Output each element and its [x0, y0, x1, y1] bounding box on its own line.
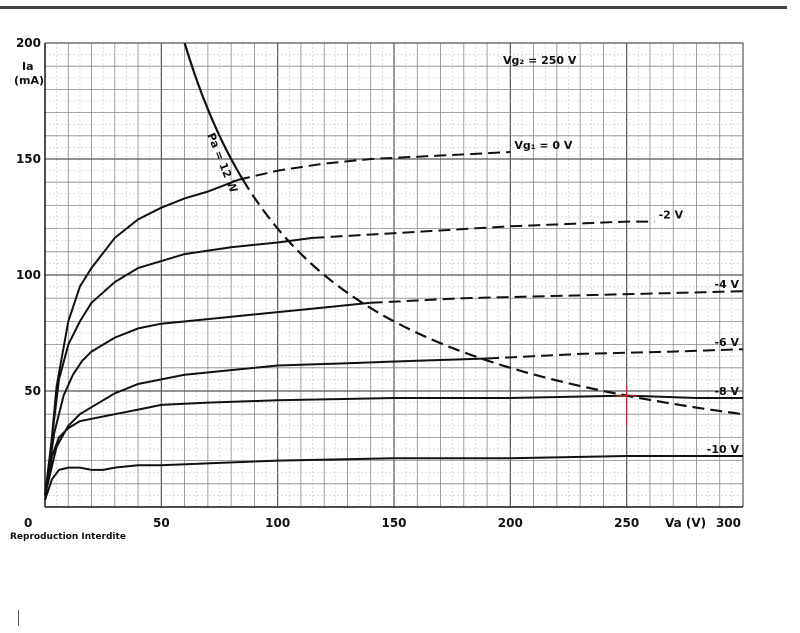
y-tick-label: 50	[24, 384, 41, 398]
credit-text: Reproduction Interdite	[10, 532, 126, 542]
curve-label: Vg₁ = 0 V	[514, 139, 573, 152]
curve-dashed	[237, 151, 511, 181]
y-tick-label: 100	[16, 268, 41, 282]
curve-solid	[44, 394, 743, 496]
curve-solid	[44, 301, 371, 496]
y-axis-label-line-2: (mA)	[14, 74, 44, 87]
curve-dashed	[370, 290, 744, 304]
curve-label: -2 V	[659, 209, 684, 222]
x-tick-label: 100	[265, 516, 290, 530]
curve-solid	[44, 178, 239, 496]
screen-voltage-label: Vg₂ = 250 V	[503, 54, 577, 67]
curve-label: -6 V	[714, 336, 739, 349]
curve-label: -4 V	[714, 278, 739, 291]
curve-label: -10 V	[707, 443, 740, 456]
curve-solid	[44, 455, 743, 501]
top-rule	[0, 6, 787, 9]
x-tick-label: 200	[498, 516, 523, 530]
power-curve-dashed	[241, 178, 744, 416]
curve-dashed	[487, 348, 744, 360]
axis-frame	[44, 43, 743, 508]
curves: Vg₁ = 0 V-2 V-4 V-6 V-8 V-10 VPa = 12 W	[44, 42, 744, 501]
grid	[44, 42, 744, 508]
curve-dashed	[312, 220, 655, 239]
ticks: 0 50 100 150 200 250 300 50 100 150 200	[16, 36, 741, 530]
x-tick-label: 50	[153, 516, 170, 530]
labels: Ia (mA) Va (V) Vg₂ = 250 V	[14, 54, 706, 530]
curve-solid	[44, 236, 313, 496]
x-tick-label: 150	[381, 516, 406, 530]
x-axis-label: Va (V)	[665, 516, 706, 530]
power-curve-solid	[183, 42, 244, 180]
x-tick-label: 250	[614, 516, 639, 530]
y-tick-label: 200	[16, 36, 41, 50]
x-tick-label: 0	[24, 516, 32, 530]
x-tick-label: 300	[716, 516, 741, 530]
y-axis-label-line-1: Ia	[22, 60, 34, 73]
curve-label: -8 V	[714, 385, 739, 398]
y-tick-label: 150	[16, 152, 41, 166]
scan-mark	[18, 610, 19, 626]
curve-solid	[44, 357, 488, 496]
